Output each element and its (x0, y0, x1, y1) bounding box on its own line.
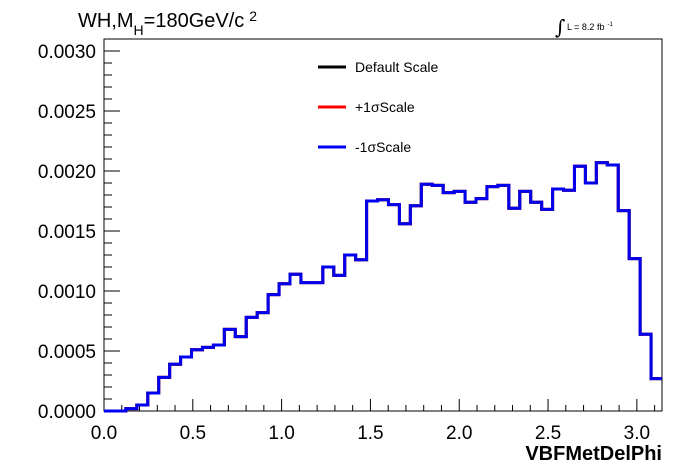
chart-title-sup: 2 (249, 8, 257, 24)
x-axis-title: VBFMetDelPhi (525, 443, 662, 465)
chart-title-rest: =180GeV/c (144, 10, 245, 32)
integral-sign: ∫ (555, 15, 565, 39)
legend-label: -1σScale (355, 139, 411, 155)
luminosity-label: ∫ L = 8.2 fb -1 (555, 15, 613, 39)
chart-title-sub: H (134, 22, 144, 38)
luminosity-text: L = 8.2 fb -1 (567, 22, 613, 32)
legend: Default Scale +1σScale -1σScale (318, 59, 438, 155)
x-tick-label: 2.0 (446, 423, 472, 444)
plot-frame (103, 38, 663, 412)
x-tick-label: 0.5 (180, 423, 206, 444)
chart-title: WH,MH=180GeV/c 2 (78, 8, 257, 38)
series-line-3 (104, 161, 662, 413)
y-tick-label: 0.0010 (38, 282, 96, 303)
x-tick-label: 2.5 (535, 423, 561, 444)
legend-label: +1σScale (355, 99, 415, 115)
x-axis: 0.0 0.5 1.0 1.5 2.0 2.5 3.0 (91, 399, 656, 444)
x-tick-label: 1.0 (268, 423, 294, 444)
x-tick-label: 3.0 (624, 423, 650, 444)
series-group (104, 161, 662, 413)
y-tick-label: 0.0000 (38, 402, 96, 423)
y-tick-label: 0.0015 (38, 222, 96, 243)
y-tick-label: 0.0025 (38, 102, 96, 123)
x-tick-label: 0.0 (91, 423, 117, 444)
y-tick-label: 0.0005 (38, 342, 96, 363)
legend-label: Default Scale (355, 59, 438, 75)
y-tick-label: 0.0020 (38, 162, 96, 183)
chart-title-main: WH,M (78, 10, 134, 32)
x-tick-label: 1.5 (357, 423, 383, 444)
y-tick-label: 0.0030 (38, 42, 96, 63)
y-axis: 0.0000 0.0005 0.0010 0.0015 0.0020 0.0025 0.00… (38, 38, 120, 423)
